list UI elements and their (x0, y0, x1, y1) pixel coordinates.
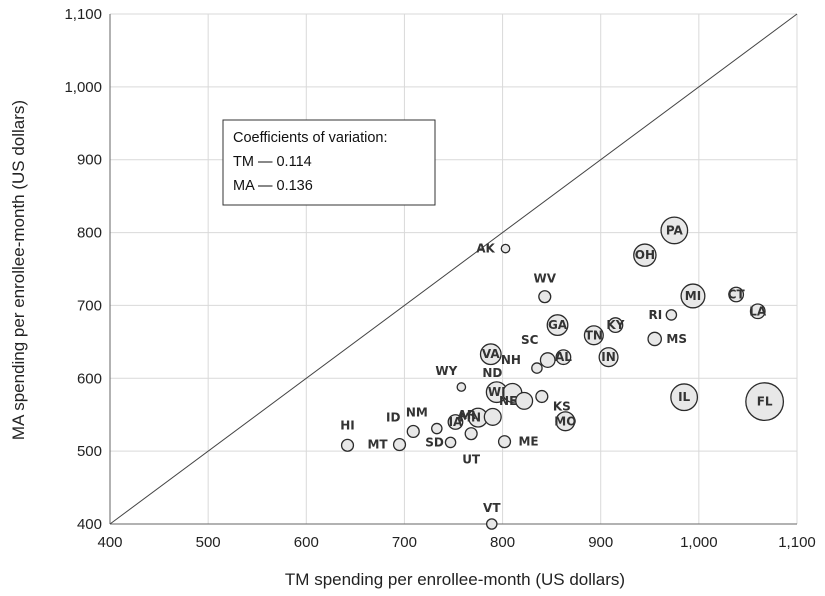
bubble-id (406, 424, 420, 439)
y-tick-label: 1,000 (64, 79, 102, 96)
state-label-id: ID (386, 410, 400, 424)
state-label-il: IL (678, 390, 690, 404)
bubble-ga (546, 314, 569, 337)
coefficients-annotation: Coefficients of variation: TM — 0.114 MA… (222, 119, 436, 206)
bubble-ne (515, 391, 534, 410)
bubble-in (598, 347, 619, 368)
state-label-fl: FL (757, 395, 773, 409)
state-label-ak: AK (476, 242, 495, 256)
bubble-nh (531, 362, 543, 374)
annotation-tm: TM — 0.114 (233, 154, 312, 170)
x-tick-label: 700 (392, 534, 417, 551)
state-label-ne: NE (499, 394, 517, 408)
state-label-sd: SD (425, 435, 444, 449)
state-label-ct: CT (728, 288, 746, 302)
state-label-nm: NM (406, 406, 428, 420)
state-label-me: ME (518, 435, 538, 449)
x-axis-title: TM spending per enrollee-month (US dolla… (285, 570, 625, 589)
bubble-sc (539, 352, 556, 368)
annotation-heading: Coefficients of variation: (233, 130, 387, 146)
bubble-vt (485, 518, 498, 530)
bubble-ut (464, 427, 478, 441)
axes (109, 14, 797, 525)
state-label-ar: AR (457, 408, 476, 422)
bubble-la (749, 303, 766, 320)
bubble-pa (660, 216, 689, 245)
state-label-ms: MS (666, 332, 687, 346)
bubble-oh (633, 243, 657, 267)
bubble-hi (340, 438, 355, 452)
x-tick-label: 900 (588, 534, 613, 551)
bubble-ak (500, 243, 511, 254)
x-tick-label: 500 (196, 534, 221, 551)
y-tick-label: 900 (77, 152, 102, 169)
state-label-tn: TN (585, 328, 603, 342)
bubble-me (497, 435, 512, 449)
bubble-mo (555, 411, 576, 432)
state-label-ut: UT (462, 453, 481, 467)
y-tick-label: 400 (77, 516, 102, 533)
bubble-wv (538, 290, 552, 304)
bubble-wy (456, 382, 467, 392)
state-label-ri: RI (649, 308, 663, 322)
y-tick-label: 800 (77, 225, 102, 242)
annotation-box (222, 119, 436, 206)
y-tick-label: 700 (77, 297, 102, 314)
bubble-ks (535, 389, 549, 404)
state-label-in: IN (601, 350, 616, 364)
bubble-labels: AK PA OH WV CT MI LA RI KY GA TN MS SC AL IN VA NH WY KS IL… (340, 223, 773, 515)
state-label-ga: GA (548, 318, 568, 332)
state-label-mn: MN (459, 411, 481, 425)
bubble-il (670, 383, 699, 412)
bubble-mt (392, 437, 407, 452)
state-label-al: AL (555, 350, 572, 364)
x-tick-label: 400 (97, 534, 122, 551)
bubble-ct (728, 286, 745, 303)
state-label-wi: WI (488, 385, 506, 399)
y-tick-label: 1,100 (64, 6, 102, 23)
tick-labels: 400 500 600 700 800 900 1,000 1,100 400 500 600 700… (64, 6, 815, 551)
x-tick-label: 600 (294, 534, 319, 551)
state-label-pa: PA (666, 223, 684, 237)
y-axis-title: MA spending per enrollee-month (US dolla… (9, 100, 28, 440)
bubble-ar (483, 407, 502, 426)
bubble-tn (583, 325, 604, 346)
y-tick-label: 500 (77, 443, 102, 460)
state-label-mi: MI (685, 289, 701, 303)
bubble-ia (447, 414, 464, 430)
state-label-ky: KY (606, 318, 624, 332)
bubble-fl (745, 382, 785, 422)
reference-line (109, 13, 798, 525)
state-label-sc: SC (521, 333, 539, 347)
bubbles (340, 216, 785, 530)
bubble-ky (607, 317, 624, 334)
state-label-nd: ND (482, 366, 502, 380)
annotation-ma: MA — 0.136 (233, 178, 313, 194)
bubble-va (479, 343, 502, 366)
state-label-ia: IA (449, 415, 463, 429)
bubble-nm (431, 422, 443, 435)
state-label-mt: MT (367, 438, 388, 452)
x-tick-label: 1,000 (680, 534, 718, 551)
state-label-hi: HI (340, 418, 355, 432)
bubble-ms (647, 331, 662, 347)
bubble-ri (665, 309, 678, 321)
state-label-wv: WV (534, 272, 557, 286)
state-label-la: LA (749, 304, 767, 318)
bubble-sd (444, 436, 457, 449)
state-label-vt: VT (483, 501, 501, 515)
state-label-nh: NH (501, 353, 521, 367)
x-tick-label: 1,100 (778, 534, 816, 551)
state-label-oh: OH (635, 248, 655, 262)
state-label-wy: WY (435, 364, 457, 378)
bubble-al (555, 349, 572, 366)
bubble-mi (680, 283, 706, 309)
x-tick-label: 800 (490, 534, 515, 551)
state-label-mo: MO (554, 414, 576, 428)
y-tick-label: 600 (77, 370, 102, 387)
state-label-ks: KS (553, 400, 571, 414)
state-label-va: VA (482, 347, 500, 361)
